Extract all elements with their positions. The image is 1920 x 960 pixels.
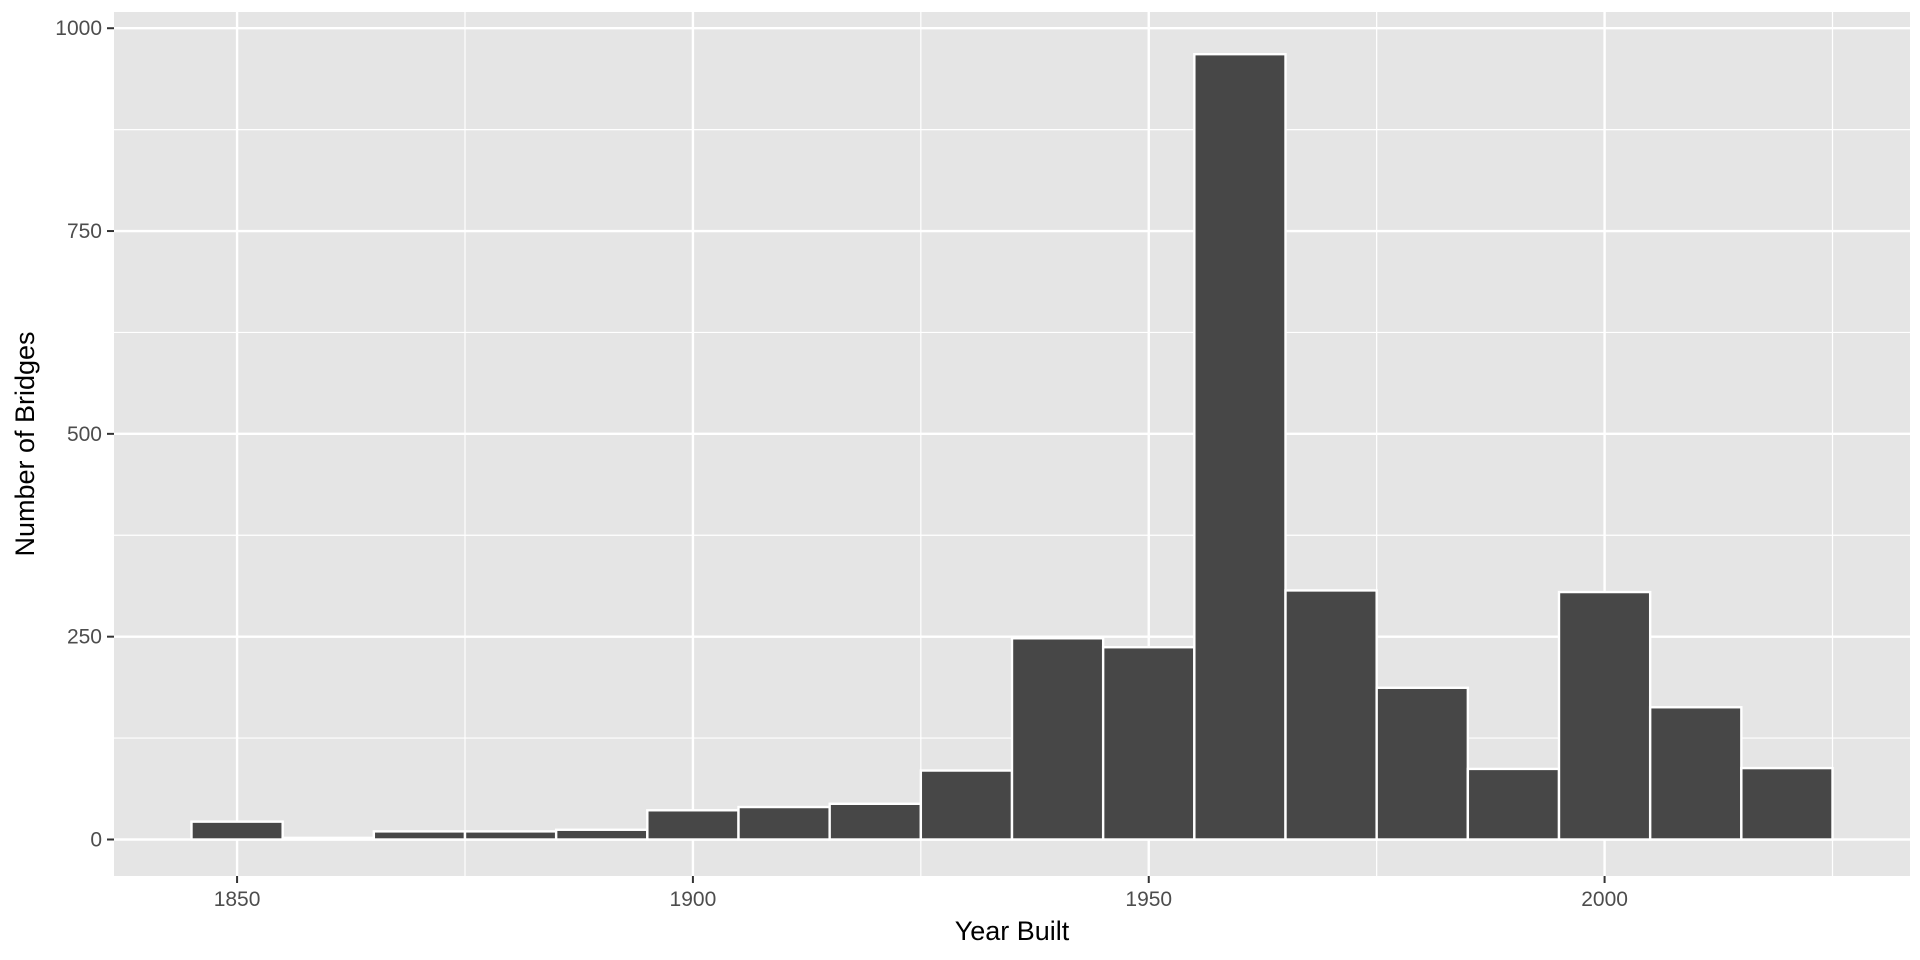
histogram-bar xyxy=(646,809,740,841)
histogram-bar xyxy=(1375,686,1470,841)
y-tick-label: 500 xyxy=(67,423,102,446)
histogram-bar xyxy=(737,805,831,841)
y-axis-title: Number of Bridges xyxy=(10,331,40,556)
x-tick-label: 1900 xyxy=(670,888,717,911)
histogram-bar xyxy=(281,836,376,841)
x-axis-title: Year Built xyxy=(955,916,1070,946)
histogram-bar xyxy=(1648,706,1743,841)
y-tick-label: 0 xyxy=(90,828,102,851)
histogram-bar xyxy=(554,828,649,841)
histogram-bar xyxy=(828,802,923,841)
x-tick-label: 2000 xyxy=(1581,888,1628,911)
x-tick-label: 1950 xyxy=(1125,888,1172,911)
minor-gridlines xyxy=(114,12,1910,876)
histogram-bars xyxy=(190,52,1834,841)
histogram-bar xyxy=(919,769,1014,841)
x-axis-ticks: 1850 1900 1950 2000 xyxy=(214,876,1628,911)
y-tick-label: 750 xyxy=(67,220,102,243)
y-tick-label: 1000 xyxy=(55,17,102,40)
histogram-bar xyxy=(1740,766,1834,841)
x-tick-label: 1850 xyxy=(214,888,261,911)
histogram-bar xyxy=(1466,767,1561,841)
histogram-bar xyxy=(372,830,467,841)
y-axis-ticks: 0 250 500 750 1000 xyxy=(55,17,114,851)
histogram-bar xyxy=(1557,590,1652,841)
histogram-bar xyxy=(1193,52,1287,841)
histogram-bar xyxy=(190,820,284,841)
histogram-bar xyxy=(1284,589,1378,841)
histogram-bar xyxy=(463,830,558,841)
histogram-bar xyxy=(1010,637,1105,841)
y-tick-label: 250 xyxy=(67,626,102,649)
histogram-bar xyxy=(1101,646,1196,841)
